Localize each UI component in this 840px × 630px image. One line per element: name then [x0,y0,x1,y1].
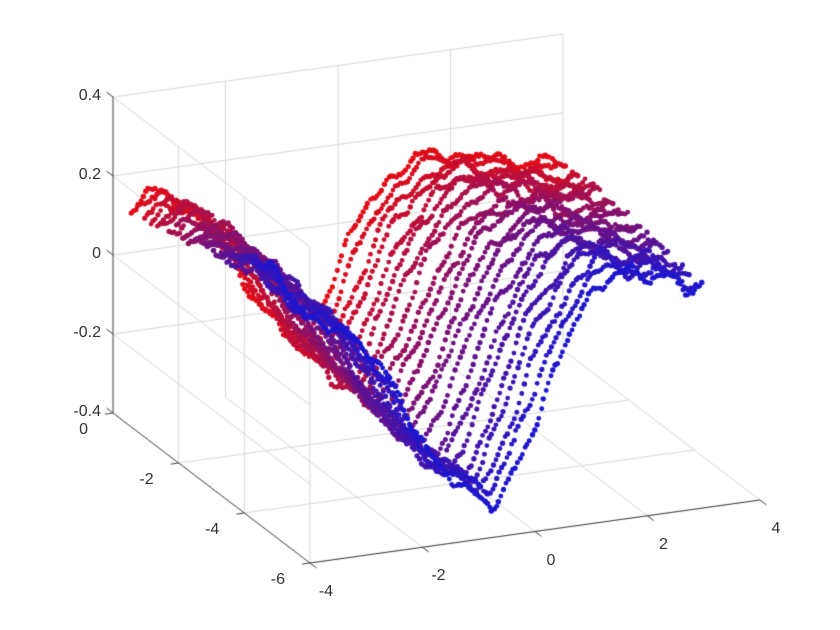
z-tick-label-2: 0 [92,245,101,262]
y-tick-label-2: -4 [205,521,220,538]
z-tick-label-1: 0.2 [78,166,101,183]
z-tick-label-4: -0.4 [73,403,101,420]
x-tick-label-2: 0 [546,551,556,569]
x-tick-label-1: -2 [431,567,446,585]
x-tick-label-0: -4 [318,583,334,600]
z-tick-label-0: 0.4 [78,87,101,104]
y-tick-label-0: 0 [79,421,88,438]
y-tick-label-1: -2 [139,471,154,488]
x-tick-label-3: 2 [659,535,668,553]
y-tick-label-3: -6 [270,571,285,588]
x-tick-label-4: 4 [771,520,781,537]
z-tick-label-3: -0.2 [73,324,101,341]
